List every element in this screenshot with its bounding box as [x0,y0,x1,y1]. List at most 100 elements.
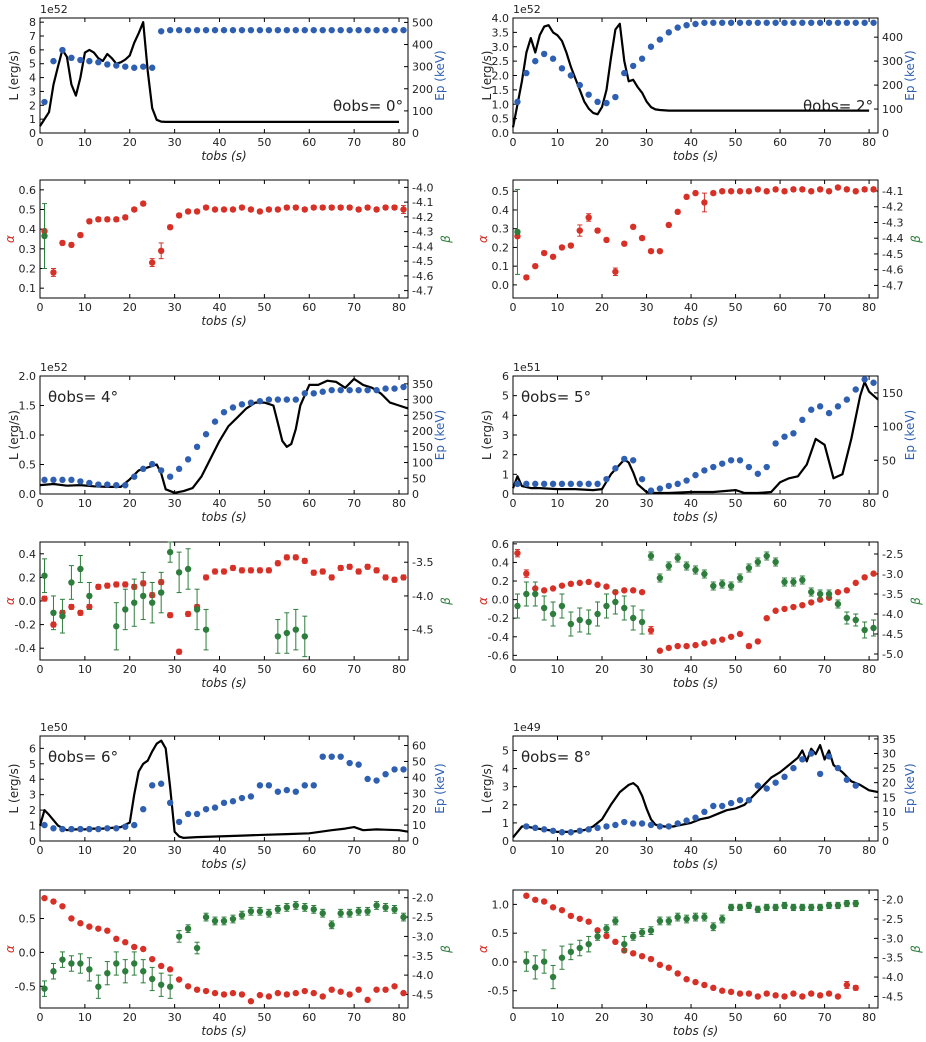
beta-point [41,572,48,579]
y-right-tick-label: 100 [882,421,903,434]
ep-point [328,26,335,34]
alpha-point [870,186,877,193]
alpha-point [710,638,717,645]
y-left-tick-label: 6 [29,742,36,755]
ep-point [656,485,664,492]
ep-point [781,773,788,781]
ep-point [319,388,326,395]
beta-point [825,590,833,598]
ep-point [825,19,833,26]
alpha-point [157,247,165,254]
y-left-tick-label: 8 [29,16,36,29]
ep-point [77,56,84,64]
ep-point [382,385,389,392]
ep-point [122,481,129,489]
beta-point [692,566,699,574]
ep-point [355,761,362,768]
alpha-point [647,247,655,255]
y-right-tick-label: 30 [882,748,896,761]
y-right-tick-label: -4.5 [412,988,433,1001]
y-left-tick-label: 1 [502,817,509,830]
alpha-point [364,204,371,211]
beta-point [808,904,815,911]
y-left-tick-label: 0.4 [19,223,37,236]
y-left-tick-label: 1.5 [19,400,37,413]
alpha-point [825,188,833,195]
beta-point [576,944,583,952]
y-right-tick-label: -4.5 [412,255,433,268]
beta-point [514,602,521,610]
beta-point [816,904,824,911]
beta-point [701,913,708,921]
y-right-tick-label: -4.2 [412,211,433,224]
x-tick-label: 20 [123,844,137,857]
alpha-point [754,638,762,645]
x-tick-label: 10 [551,301,565,314]
alpha-point [193,986,201,993]
x-tick-label: 70 [818,301,832,314]
ep-point [373,26,380,34]
y-left-tick-label: 0.0 [492,594,510,607]
x-tick-label: 60 [302,497,316,510]
y-left-label: α [476,235,490,243]
chart-panel-3: 0 10 20 30 40 50 60 70 80 0.0 0.1 0.2 0.3 0.4 0.5 -4.7 -… [476,179,923,328]
alpha-point [256,208,264,215]
beta-point [674,913,681,921]
y-right-tick-label: 10 [882,806,896,819]
ep-point [612,821,619,829]
alpha-point [355,206,362,213]
beta-point [585,618,592,626]
beta-point [727,582,735,590]
ep-point [86,57,93,65]
y-left-tick-label: -0.5 [488,985,509,998]
ep-point [148,782,156,789]
ep-point [86,479,93,487]
ep-point [355,386,362,394]
ep-point [211,26,219,34]
x-tick-label: 80 [862,497,876,510]
beta-point [549,610,557,618]
ep-point [532,57,539,65]
ep-point [148,460,156,468]
ep-point [68,825,75,833]
ep-point [514,480,521,488]
ep-point [790,764,797,772]
chart-panel-0: 0 10 20 30 40 50 60 70 8001234567801002003004005… [7,3,447,163]
alpha-point [745,642,753,650]
y-right-label: β [439,945,453,954]
beta-point [104,969,111,977]
ep-point [157,780,165,787]
ep-point [834,19,842,26]
ep-point [346,386,353,394]
alpha-point [238,991,246,998]
alpha-point [301,206,308,213]
ep-point [41,821,48,829]
beta-point [763,904,770,911]
alpha-point [59,903,66,910]
beta-point [621,604,628,612]
alpha-point [567,242,575,249]
ep-point [283,786,291,794]
ep-point [683,817,690,824]
ep-point [229,798,237,805]
ep-point [211,418,219,425]
ep-point [612,93,619,101]
beta-point [790,904,797,911]
exponent-label: 1e52 [40,361,68,374]
ep-point [364,386,371,394]
alpha-point [238,204,246,211]
alpha-point [50,269,57,276]
beta-point [373,902,380,909]
alpha-point [104,216,111,223]
beta-point [585,940,592,948]
beta-point [834,902,842,909]
ep-point [576,480,583,488]
y-right-tick-label: -3.5 [882,952,903,965]
x-tick-label: 30 [168,1011,182,1024]
y-left-tick-label: -0.6 [488,649,509,662]
beta-point [612,598,619,606]
chart-panel-7: 0 10 20 30 40 50 60 70 80 -0.6 -0.4 -0.2 0.0 0.2 0.4 0.… [476,538,923,690]
ep-point [558,829,566,836]
y-right-tick-label: 25 [882,762,896,775]
alpha-point [852,188,859,195]
